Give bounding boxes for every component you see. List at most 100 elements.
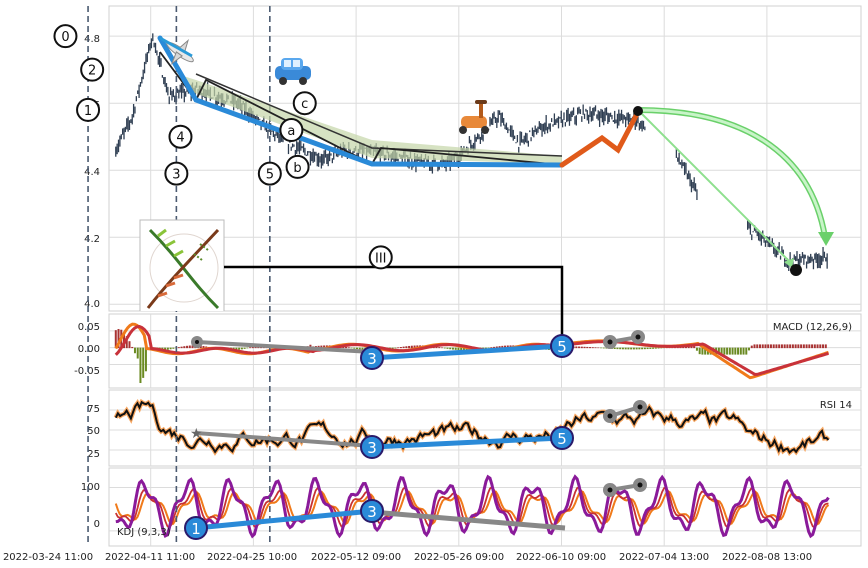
macd-histogram-bar bbox=[490, 347, 493, 349]
macd-histogram-bar bbox=[166, 347, 169, 350]
kdj-divergence: 1 3 bbox=[184, 478, 647, 540]
rsi-y-tick: 25 bbox=[87, 449, 100, 460]
macd-histogram-bar bbox=[789, 344, 792, 349]
wave-label-7: b bbox=[293, 161, 301, 176]
wave-label-circle bbox=[168, 124, 193, 149]
macd-histogram-bar bbox=[791, 344, 794, 349]
x-tick: 2022-05-26 09:00 bbox=[414, 552, 504, 563]
macd-histogram-bar bbox=[717, 347, 720, 355]
macd-histogram-bar bbox=[586, 346, 589, 349]
macd-histogram-bar bbox=[794, 344, 797, 349]
macd-histogram-bar bbox=[493, 346, 496, 349]
macd-histogram-bar bbox=[652, 347, 655, 349]
macd-histogram-bar bbox=[133, 347, 136, 354]
macd-histogram-bar bbox=[641, 347, 644, 350]
macd-histogram-bar bbox=[654, 347, 657, 349]
rsi-panel: 75 50 25 RSI 14 bbox=[87, 389, 862, 467]
macd-histogram-bar bbox=[205, 346, 208, 349]
kdj-j-line bbox=[115, 474, 830, 539]
macd-histogram-bar bbox=[443, 347, 446, 349]
macd-histogram-bar bbox=[822, 344, 825, 349]
macd-histogram-bar bbox=[345, 346, 348, 349]
plant-thumbnail-icon bbox=[139, 219, 225, 311]
macd-histogram-bar bbox=[405, 346, 408, 349]
kdj-div-label-3: 3 bbox=[367, 503, 377, 521]
macd-histogram-bar bbox=[139, 347, 142, 384]
macd-histogram-bar bbox=[506, 345, 509, 349]
macd-histogram-bar bbox=[764, 344, 767, 349]
rsi-div-label-5: 5 bbox=[557, 430, 567, 448]
rsi-panel-frame bbox=[108, 389, 862, 467]
macd-histogram-bar bbox=[413, 345, 416, 349]
kdj-y-ticks: 100 0 bbox=[81, 482, 100, 530]
x-tick: 2022-08-08 13:00 bbox=[722, 552, 812, 563]
macd-histogram-bar bbox=[131, 346, 134, 349]
macd-histogram-bar bbox=[663, 347, 666, 349]
wave-label-circle bbox=[368, 245, 393, 270]
price-y-tick: 4.2 bbox=[84, 234, 100, 245]
macd-histogram-bar bbox=[619, 347, 622, 350]
wave-label-circle bbox=[80, 57, 105, 82]
macd-histogram-bar bbox=[778, 344, 781, 349]
macd-histogram-bar bbox=[769, 344, 772, 349]
macd-histogram-bar bbox=[643, 347, 646, 350]
price-y-tick: 4.8 bbox=[84, 34, 100, 45]
wave-0-arrow bbox=[159, 36, 193, 58]
macd-histogram-bar bbox=[742, 347, 745, 355]
macd-y-ticks: 0.05 0.00 -0.05 bbox=[74, 322, 100, 377]
kdj-panel: 100 0 KDJ (9,3,3) bbox=[81, 467, 862, 547]
macd-histogram-bar bbox=[142, 347, 145, 378]
wave-label-5: 5 bbox=[266, 168, 274, 183]
projection-arrow-head bbox=[818, 232, 834, 246]
macd-histogram-bar bbox=[391, 347, 394, 349]
rsi-div-star-icon: ★ bbox=[190, 426, 203, 442]
kdj-y-tick: 100 bbox=[81, 482, 100, 493]
macd-histogram-bar bbox=[578, 346, 581, 349]
macd-div-blue-line bbox=[371, 343, 563, 361]
macd-histogram-bar bbox=[698, 347, 701, 355]
macd-histogram-bar bbox=[177, 347, 180, 349]
elliott-wave-overlay bbox=[139, 35, 834, 311]
x-tick: 2022-04-11 11:00 bbox=[105, 552, 195, 563]
projection-straight-arrow bbox=[639, 111, 791, 263]
wave-label-circle bbox=[164, 161, 189, 186]
macd-histogram-bar bbox=[745, 347, 748, 355]
x-tick: 2022-03-24 11:00 bbox=[3, 552, 93, 563]
rsi-div-label-3: 3 bbox=[367, 439, 377, 457]
kdj-div-grey-line bbox=[371, 509, 566, 531]
rsi-y-ticks: 75 50 25 bbox=[87, 404, 100, 460]
macd-histogram-bar bbox=[186, 345, 189, 349]
macd-histogram-bar bbox=[350, 347, 353, 349]
macd-histogram-bar bbox=[199, 345, 202, 349]
macd-div-marker-5 bbox=[550, 334, 574, 358]
wave-label-circle bbox=[53, 24, 78, 49]
rsi-div-blue-line bbox=[371, 435, 563, 450]
wave-label-circle bbox=[257, 161, 282, 186]
macd-histogram-bar bbox=[402, 346, 405, 349]
macd-histogram-bar bbox=[435, 346, 438, 349]
macd-histogram-bar bbox=[813, 344, 816, 349]
macd-histogram-bar bbox=[602, 347, 605, 349]
macd-histogram-bar bbox=[731, 347, 734, 355]
macd-histogram-bar bbox=[495, 346, 498, 349]
rsi-div-marker-5 bbox=[550, 426, 574, 450]
wave-label-9: III bbox=[375, 251, 387, 266]
wave-label-3: 3 bbox=[172, 168, 180, 183]
macd-histogram-bar bbox=[621, 347, 624, 350]
macd-histogram-bar bbox=[202, 346, 205, 349]
price-panel: 4.0 4.2 4.4 4.6 4.8 bbox=[84, 5, 862, 312]
rsi-div-marker-3 bbox=[360, 435, 384, 459]
macd-histogram-bar bbox=[408, 345, 411, 349]
macd-histogram-bar bbox=[117, 329, 120, 349]
macd-histogram-bar bbox=[753, 344, 756, 349]
macd-histogram-bar bbox=[734, 347, 737, 355]
macd-histogram-bar bbox=[487, 347, 490, 349]
macd-histogram-bar bbox=[309, 344, 312, 349]
macd-histogram-bar bbox=[783, 344, 786, 349]
wave-label-circle bbox=[285, 154, 310, 179]
macd-histogram-bar bbox=[591, 347, 594, 349]
macd-histogram-bar bbox=[451, 347, 454, 350]
macd-histogram-bar bbox=[484, 347, 487, 349]
macd-histogram-bar bbox=[594, 347, 597, 349]
